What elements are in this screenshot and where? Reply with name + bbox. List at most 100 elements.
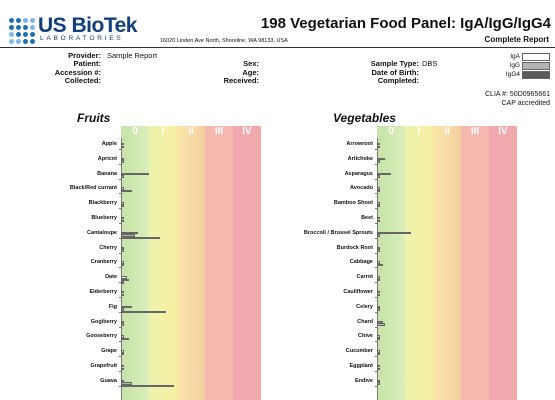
row-tick	[375, 371, 378, 372]
bar-igg	[377, 160, 380, 163]
class-band-1	[149, 126, 177, 400]
legend-igg-label: IgG	[509, 62, 520, 69]
received-label: Received:	[223, 75, 259, 85]
bar-igg	[121, 293, 124, 296]
row-tick	[375, 149, 378, 150]
bar-iga	[121, 187, 124, 190]
food-label: Date	[105, 274, 117, 281]
row-tick	[119, 237, 122, 239]
report-subtitle: Complete Report	[484, 35, 549, 44]
row-tick	[375, 282, 378, 284]
row-tick	[375, 341, 378, 343]
food-label: Avocado	[349, 185, 373, 192]
row-tick	[119, 297, 122, 298]
sample-type-label: Sample Type:	[370, 59, 419, 69]
bar-iga	[377, 172, 391, 175]
row-tick	[375, 237, 378, 239]
bar-iga	[377, 320, 383, 323]
row-tick	[119, 385, 122, 387]
row-tick	[119, 326, 122, 328]
bar-igg	[377, 264, 383, 267]
bar-iga	[121, 365, 124, 368]
bar-iga	[377, 350, 380, 353]
row-tick	[375, 252, 378, 254]
bar-iga	[377, 305, 380, 309]
food-label: Broccoli / Brussel Sprouts	[303, 229, 373, 236]
bar-igg	[377, 293, 380, 296]
lab-accreditation: CLIA #: 50D0965661 CAP accredited	[485, 90, 550, 108]
food-label: Fig	[108, 303, 117, 310]
class-band-2	[433, 126, 461, 400]
class-band-1	[405, 126, 433, 400]
bar-iga	[121, 379, 124, 383]
class-band-2	[177, 126, 205, 400]
row-tick	[375, 193, 378, 195]
bar-igg	[377, 219, 380, 222]
row-tick	[119, 193, 122, 195]
food-label: Beet	[361, 215, 373, 221]
bar-igg	[377, 204, 380, 208]
class-header-4: IV	[242, 126, 252, 137]
bar-igg	[121, 234, 135, 237]
bar-igg	[121, 308, 124, 311]
bar-igg	[377, 367, 380, 370]
row-tick	[119, 223, 122, 224]
food-label: Apricot	[97, 155, 117, 162]
class-band-0	[121, 126, 149, 400]
row-tick	[119, 252, 122, 254]
food-label: Asparagus	[344, 170, 373, 177]
class-band-3	[461, 126, 489, 400]
info-labels-right: Sample Type: Date of Birth: Completed:	[318, 52, 419, 85]
row-tick	[375, 326, 378, 328]
bar-iga	[377, 276, 380, 279]
bar-igg	[121, 145, 124, 148]
bar-iga	[121, 291, 124, 294]
dob-label: Date of Birth:	[371, 67, 420, 77]
lab-address: 16020 Linden Ave North, Shoreline, WA 98…	[160, 38, 288, 44]
bar-iga	[121, 157, 124, 161]
food-label: Cranberry	[90, 259, 117, 266]
food-label: Chard	[357, 318, 373, 325]
bar-iga	[121, 350, 124, 353]
legend-igg4-swatch	[522, 70, 550, 79]
clia-number: CLIA #: 50D0965661	[485, 91, 550, 98]
food-label: Cucumber	[345, 348, 373, 355]
bar-igg	[121, 367, 124, 370]
class-header-1: I	[161, 126, 165, 137]
legend: IgA IgG IgG4	[490, 52, 550, 79]
bar-igg4	[121, 237, 161, 240]
class-header-2: II	[188, 126, 194, 137]
collected-label: Collected:	[64, 75, 101, 85]
logo-subtitle: LABORATORIES	[40, 35, 124, 42]
food-label: Elderberry	[89, 289, 117, 295]
bar-iga	[121, 143, 124, 146]
provider-label: Provider:	[68, 51, 101, 60]
food-label: Eggplant	[349, 363, 373, 369]
food-label: Blueberry	[91, 215, 117, 221]
logo-name: US BioTek	[38, 14, 137, 37]
info-labels-left: Provider: Patient: Accession #: Collecte…	[0, 51, 101, 85]
food-label: Cabbage	[349, 259, 373, 266]
food-label: Guava	[100, 377, 117, 384]
food-label: Gogiberry	[90, 318, 117, 325]
row-tick	[375, 223, 378, 224]
bar-iga	[121, 231, 138, 235]
bar-iga	[377, 231, 411, 235]
bar-igg	[121, 249, 124, 252]
bar-igg	[121, 190, 133, 193]
class-band-4	[233, 126, 261, 400]
bar-igg	[121, 160, 124, 163]
bar-iga	[377, 335, 380, 338]
food-label: Celery	[356, 303, 373, 310]
class-header-3: III	[470, 126, 480, 137]
legend-iga-swatch	[522, 52, 550, 61]
bar-igg	[377, 190, 380, 193]
bar-igg	[377, 382, 380, 385]
bar-iga	[377, 261, 380, 264]
food-label: Artichoke	[347, 155, 373, 162]
report-title: 198 Vegetarian Food Panel: IgA/IgG/IgG4	[260, 15, 551, 32]
bar-iga	[377, 202, 380, 205]
bar-iga	[121, 261, 124, 264]
food-label: Blackberry	[88, 200, 117, 207]
bar-igg4	[121, 311, 166, 314]
